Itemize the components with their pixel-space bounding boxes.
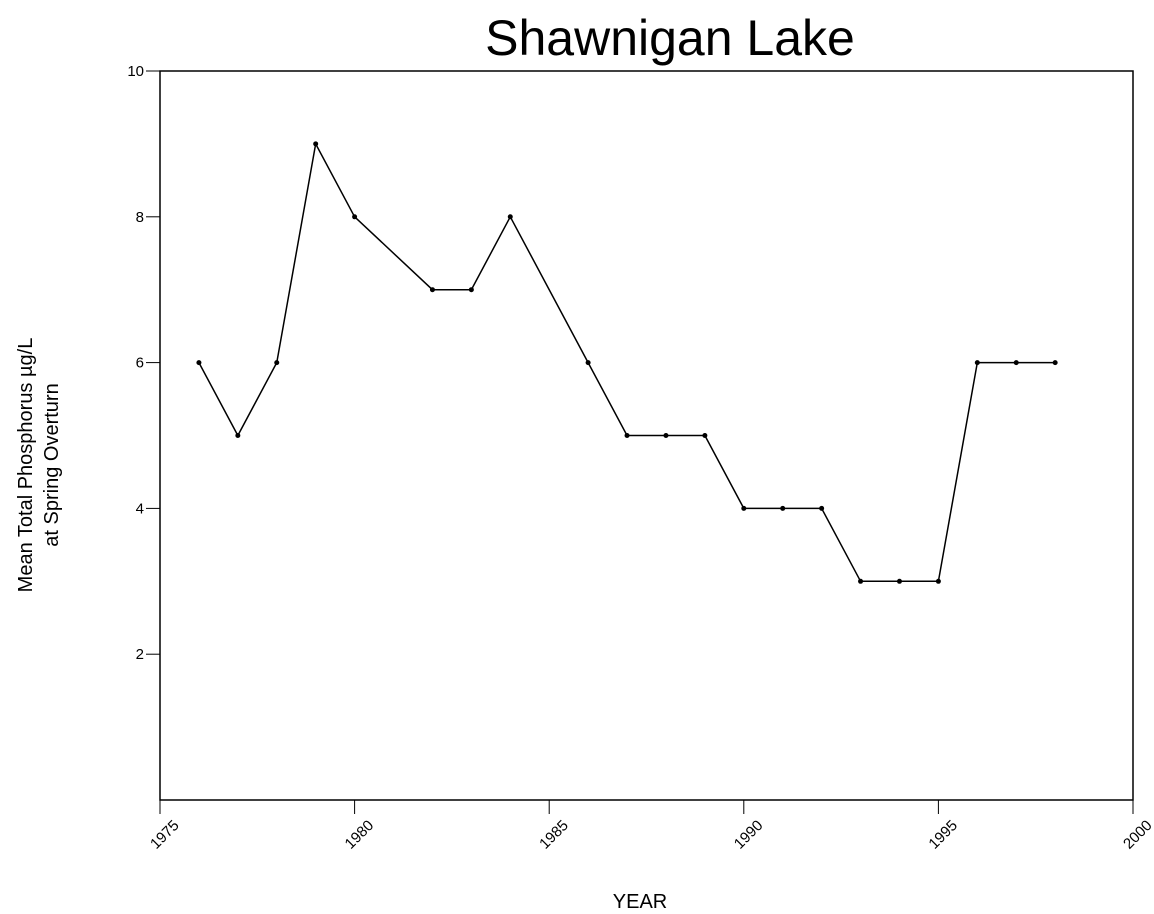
x-axis-label: YEAR <box>613 891 667 913</box>
x-tick-label: 1985 <box>536 817 572 853</box>
plot-frame <box>159 70 1134 801</box>
y-tick-label: 4 <box>136 500 144 517</box>
point <box>313 141 319 147</box>
line <box>198 141 1056 583</box>
point <box>624 433 630 438</box>
y-tick-label: 2 <box>136 646 144 663</box>
y-tick-label: 10 <box>127 63 144 80</box>
x-tick-label: 1995 <box>925 817 961 853</box>
point <box>780 505 786 511</box>
y-tick-label: 8 <box>136 209 144 226</box>
x-tick-label: 1975 <box>147 817 183 853</box>
point <box>352 214 358 220</box>
point <box>468 287 474 293</box>
point <box>974 360 980 366</box>
point <box>896 578 902 584</box>
point <box>1052 360 1058 366</box>
point <box>819 505 825 511</box>
x-tick-label: 2000 <box>1120 817 1154 853</box>
y-axis-label: Mean Total Phosphorus µg/L <box>15 338 37 593</box>
x-tick-label: 1990 <box>731 817 767 853</box>
point <box>235 433 241 438</box>
point <box>741 505 747 511</box>
point <box>507 214 513 220</box>
point <box>663 433 669 438</box>
y-axis-label: at Spring Overturn <box>41 383 63 546</box>
chart-title: Shawnigan Lake <box>485 10 855 66</box>
point <box>274 360 280 366</box>
point <box>196 360 202 366</box>
x-tick-label: 1980 <box>342 817 378 853</box>
point <box>858 578 864 584</box>
y-tick-label: 6 <box>136 355 144 372</box>
point <box>585 360 591 366</box>
point <box>429 287 435 293</box>
point <box>702 433 708 438</box>
point <box>935 578 941 584</box>
point <box>1013 360 1019 366</box>
